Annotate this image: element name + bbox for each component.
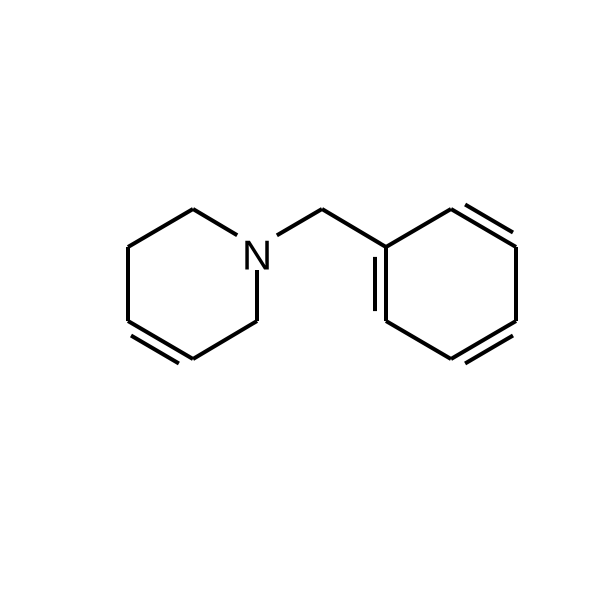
- diagram-background: [0, 0, 600, 600]
- chemical-structure-diagram: N: [0, 0, 600, 600]
- atom-label-nitrogen: N: [242, 232, 272, 279]
